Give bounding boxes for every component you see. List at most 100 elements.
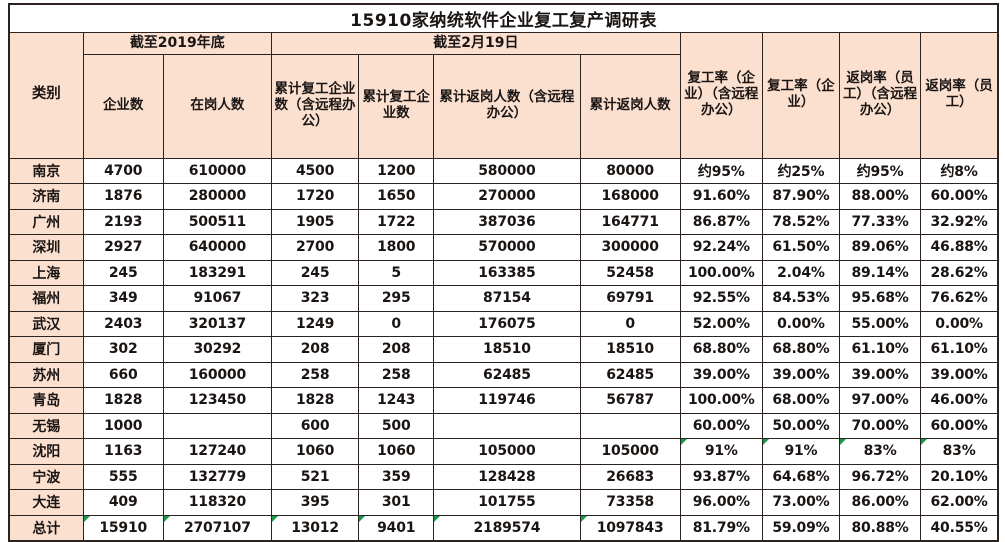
cell[interactable]: 409 xyxy=(82,489,164,516)
cell[interactable]: 95.68% xyxy=(838,285,922,312)
cell[interactable]: 约95% xyxy=(838,157,922,184)
cell[interactable]: 610000 xyxy=(162,157,272,184)
cell[interactable]: 20.10% xyxy=(920,463,999,490)
cell[interactable]: 0 xyxy=(579,310,681,337)
cell[interactable]: 2707107 xyxy=(162,514,272,542)
cell[interactable]: 96.00% xyxy=(679,489,763,516)
cell[interactable]: 2700 xyxy=(270,234,360,261)
cell[interactable]: 640000 xyxy=(162,234,272,261)
cell[interactable]: 28.62% xyxy=(920,259,999,286)
cell[interactable]: 168000 xyxy=(579,183,681,210)
cell[interactable]: 2.04% xyxy=(761,259,841,286)
cell[interactable]: 1876 xyxy=(82,183,164,210)
cell[interactable]: 555 xyxy=(82,463,164,490)
cell[interactable]: 1097843 xyxy=(579,514,681,542)
row-label-上海[interactable]: 上海 xyxy=(8,259,84,286)
cell[interactable]: 132779 xyxy=(162,463,272,490)
cell[interactable]: 73358 xyxy=(579,489,681,516)
row-label-青岛[interactable]: 青岛 xyxy=(8,387,84,414)
cell[interactable]: 52.00% xyxy=(679,310,763,337)
cell[interactable]: 39.00% xyxy=(679,361,763,388)
cell[interactable]: 128428 xyxy=(433,463,581,490)
cell[interactable]: 30292 xyxy=(162,336,272,363)
cell[interactable]: 46.88% xyxy=(920,234,999,261)
row-label-厦门[interactable]: 厦门 xyxy=(8,336,84,363)
cell[interactable]: 96.72% xyxy=(838,463,922,490)
cell[interactable]: 302 xyxy=(82,336,164,363)
row-label-无锡[interactable]: 无锡 xyxy=(8,412,84,439)
cell[interactable]: 5 xyxy=(358,259,435,286)
cell[interactable]: 100.00% xyxy=(679,387,763,414)
cell[interactable]: 39.00% xyxy=(838,361,922,388)
cell[interactable]: 83% xyxy=(838,438,922,465)
cell[interactable]: 92.55% xyxy=(679,285,763,312)
cell[interactable] xyxy=(433,412,581,439)
cell[interactable]: 300000 xyxy=(579,234,681,261)
cell[interactable]: 83% xyxy=(920,438,999,465)
cell[interactable]: 2403 xyxy=(82,310,164,337)
row-label-广州[interactable]: 广州 xyxy=(8,208,84,235)
cell[interactable]: 80000 xyxy=(579,157,681,184)
cell[interactable]: 323 xyxy=(270,285,360,312)
cell[interactable]: 18510 xyxy=(579,336,681,363)
cell[interactable]: 约8% xyxy=(920,157,999,184)
cell[interactable]: 40.55% xyxy=(920,514,999,542)
cell[interactable]: 359 xyxy=(358,463,435,490)
cell[interactable]: 56787 xyxy=(579,387,681,414)
cell[interactable]: 60.00% xyxy=(679,412,763,439)
cell[interactable]: 52458 xyxy=(579,259,681,286)
cell[interactable]: 395 xyxy=(270,489,360,516)
cell[interactable]: 62485 xyxy=(433,361,581,388)
row-label-总计[interactable]: 总计 xyxy=(8,514,84,542)
cell[interactable]: 87154 xyxy=(433,285,581,312)
cell[interactable]: 69791 xyxy=(579,285,681,312)
cell[interactable]: 1828 xyxy=(82,387,164,414)
cell[interactable]: 26683 xyxy=(579,463,681,490)
cell[interactable]: 61.10% xyxy=(838,336,922,363)
row-label-深圳[interactable]: 深圳 xyxy=(8,234,84,261)
cell[interactable]: 2189574 xyxy=(433,514,581,542)
cell[interactable]: 1828 xyxy=(270,387,360,414)
cell[interactable]: 68.00% xyxy=(761,387,841,414)
cell[interactable]: 86.87% xyxy=(679,208,763,235)
cell[interactable]: 301 xyxy=(358,489,435,516)
cell[interactable]: 87.90% xyxy=(761,183,841,210)
cell[interactable]: 164771 xyxy=(579,208,681,235)
cell[interactable]: 88.00% xyxy=(838,183,922,210)
cell[interactable]: 91% xyxy=(761,438,841,465)
cell[interactable]: 4700 xyxy=(82,157,164,184)
cell[interactable]: 2927 xyxy=(82,234,164,261)
cell[interactable]: 183291 xyxy=(162,259,272,286)
cell[interactable]: 580000 xyxy=(433,157,581,184)
cell[interactable]: 77.33% xyxy=(838,208,922,235)
row-label-宁波[interactable]: 宁波 xyxy=(8,463,84,490)
cell[interactable]: 62.00% xyxy=(920,489,999,516)
cell[interactable]: 119746 xyxy=(433,387,581,414)
cell[interactable]: 660 xyxy=(82,361,164,388)
cell[interactable]: 9401 xyxy=(358,514,435,542)
cell[interactable]: 1200 xyxy=(358,157,435,184)
cell[interactable]: 91.60% xyxy=(679,183,763,210)
cell[interactable]: 176075 xyxy=(433,310,581,337)
cell[interactable]: 84.53% xyxy=(761,285,841,312)
cell[interactable]: 2193 xyxy=(82,208,164,235)
cell[interactable]: 500 xyxy=(358,412,435,439)
row-label-大连[interactable]: 大连 xyxy=(8,489,84,516)
cell[interactable]: 1800 xyxy=(358,234,435,261)
cell[interactable]: 160000 xyxy=(162,361,272,388)
cell[interactable]: 59.09% xyxy=(761,514,841,542)
cell[interactable]: 4500 xyxy=(270,157,360,184)
cell[interactable]: 570000 xyxy=(433,234,581,261)
cell[interactable]: 39.00% xyxy=(920,361,999,388)
cell[interactable]: 60.00% xyxy=(920,183,999,210)
cell[interactable]: 86.00% xyxy=(838,489,922,516)
cell[interactable]: 68.80% xyxy=(761,336,841,363)
cell[interactable]: 18510 xyxy=(433,336,581,363)
row-label-济南[interactable]: 济南 xyxy=(8,183,84,210)
cell[interactable]: 105000 xyxy=(433,438,581,465)
cell[interactable]: 387036 xyxy=(433,208,581,235)
cell[interactable]: 349 xyxy=(82,285,164,312)
row-label-武汉[interactable]: 武汉 xyxy=(8,310,84,337)
cell[interactable]: 0.00% xyxy=(920,310,999,337)
cell[interactable]: 15910 xyxy=(82,514,164,542)
